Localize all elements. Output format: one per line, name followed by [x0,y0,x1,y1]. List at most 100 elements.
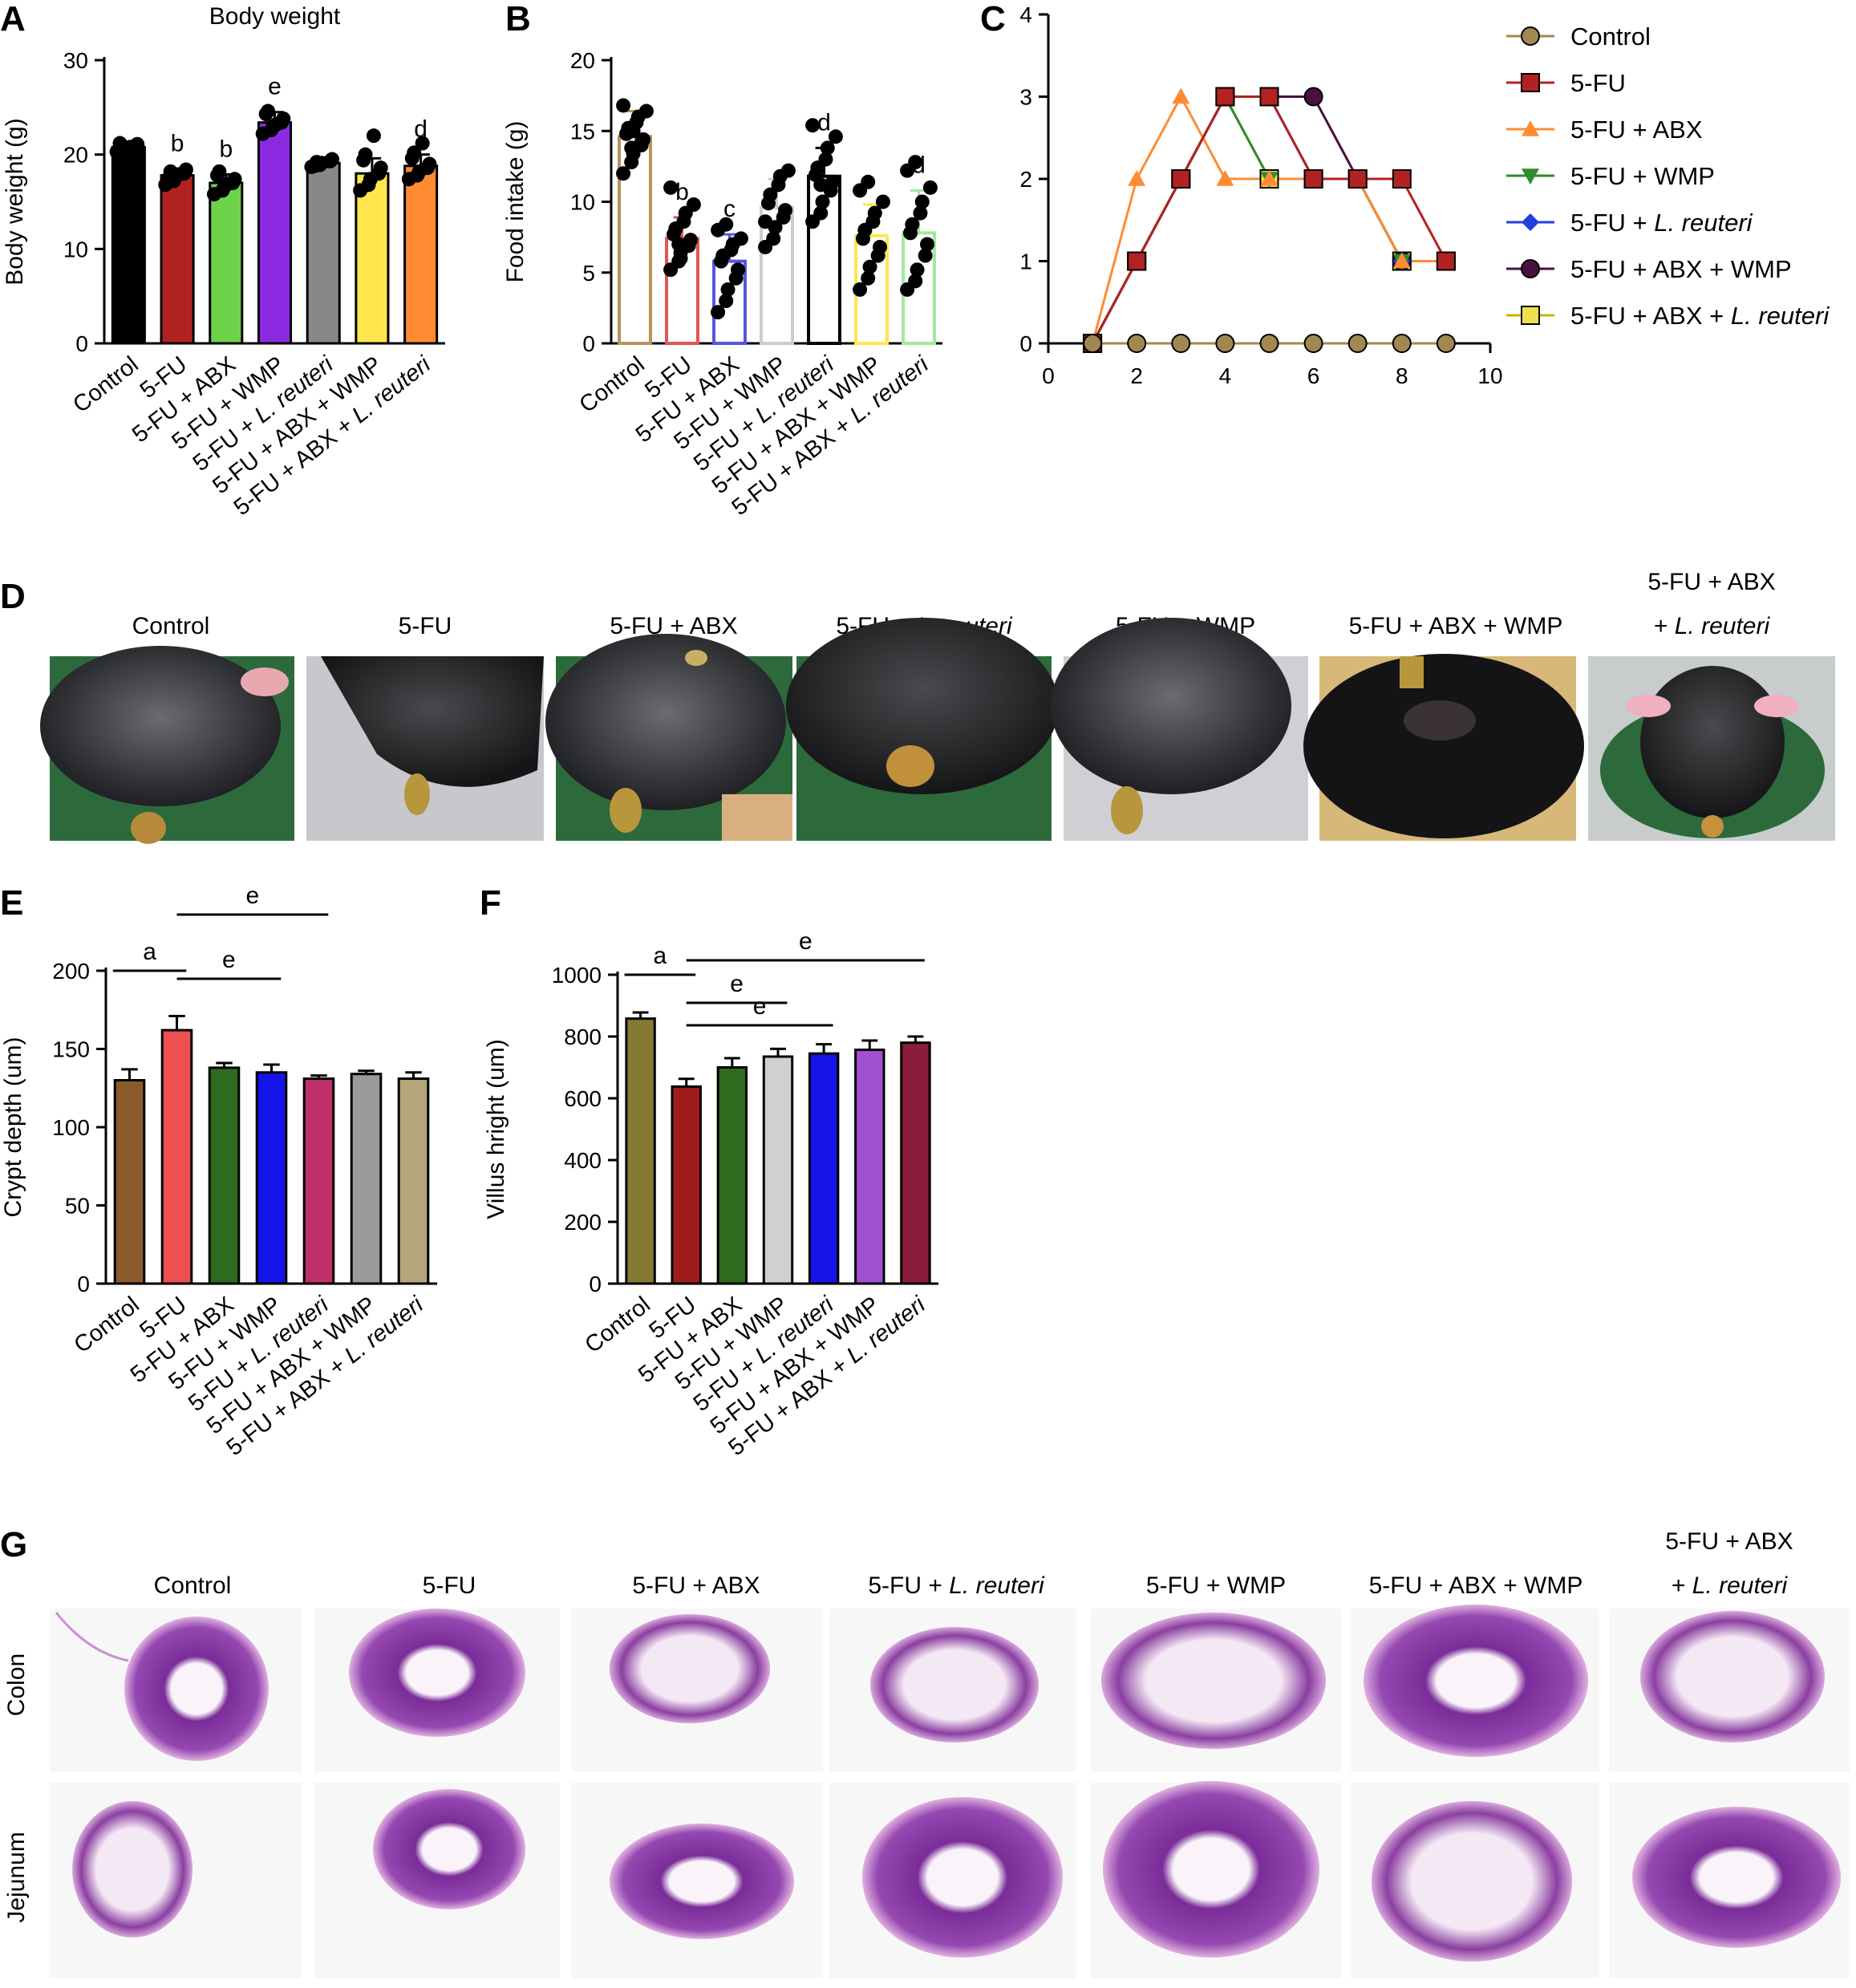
data-point [673,251,688,266]
y-tick-label: 0 [77,1272,90,1296]
data-point [638,103,654,119]
y-axis-label: Crypt depth (um) [0,1037,26,1217]
y-tick-label: 10 [63,237,88,262]
histology-grid [50,1605,1850,1978]
bar [808,1052,840,1285]
data-point [861,270,876,286]
data-point [805,118,821,133]
data-point [1347,169,1368,189]
y-tick-label: 200 [52,959,90,984]
data-point [1521,26,1540,46]
x-tick-label: 6 [1307,363,1320,388]
panel-letter-g: G [0,1525,27,1564]
data-point [269,117,284,132]
x-tick-label: 0 [1042,363,1055,388]
data-point [1436,251,1456,271]
group-label: 5-FU + L. reuteri [868,1572,1045,1599]
group-label: 5-FU [423,1572,476,1599]
y-tick-label: 20 [570,48,595,73]
bar [302,1077,335,1285]
significance-label: e [799,928,813,955]
data-point [813,205,829,221]
panel-letter-a: A [0,0,26,39]
jejunum-5fu-wmp [1091,1781,1341,1978]
data-point [720,282,736,297]
significance-letter: b [219,136,233,162]
jejunum-5fu-abx [571,1783,823,1978]
data-point [212,164,227,179]
x-tick-label: 10 [1477,363,1502,388]
row-label-colon: Colon [3,1653,30,1716]
y-tick-label: 0 [589,1272,602,1296]
data-point [1522,120,1539,136]
x-tick-label: 4 [1219,363,1232,388]
legend-label: Control [1570,22,1651,51]
data-point [616,98,631,113]
data-point [862,259,877,274]
bar [900,1041,931,1285]
group-label: Control [154,1572,232,1599]
series-line [1091,95,1446,344]
data-point [358,147,373,162]
legend-label: 5-FU + L. reuteri [1570,209,1753,237]
data-point [1303,334,1323,353]
data-point [1347,334,1368,353]
group-label: + L. reuteri [1672,1572,1789,1599]
y-axis-label: Villus hright (um) [483,1039,509,1219]
group-label-line1: 5-FU + ABX [1647,569,1775,595]
significance-label: a [654,943,667,969]
photo-5fu [306,656,544,841]
colon-5fu-l-reuteri [829,1609,1076,1772]
jejunum-5fu-abx-l-reuteri [1609,1783,1850,1978]
series-line [1091,94,1446,344]
y-tick-label: 50 [65,1194,90,1219]
panel-letter-d: D [0,577,26,616]
photo-control [40,646,294,844]
bar [160,174,195,345]
y-tick-label: 20 [63,143,88,168]
row-label-jejunum: Jejunum [3,1832,30,1922]
data-point [1436,334,1456,353]
series-line [1091,95,1448,344]
y-tick-label: 4 [1019,2,1032,27]
data-point [918,248,933,263]
data-point [914,194,930,209]
data-point [1522,213,1539,231]
x-tick-label: 2 [1130,363,1143,388]
data-point [910,262,925,278]
data-point [686,197,701,213]
data-point [905,217,920,232]
data-point [616,166,631,181]
significance-label: a [143,939,156,965]
y-axis-label: Body weight (g) [2,118,28,285]
data-point [634,135,649,150]
category-label: Control [68,351,143,418]
y-tick-label: 600 [564,1086,602,1111]
significance-letter: c [723,196,736,222]
data-point [1260,170,1279,186]
bar [113,1079,146,1285]
bar [209,181,244,345]
bar [762,1055,794,1285]
data-point [778,203,793,218]
data-point [261,103,276,119]
data-point [1128,170,1146,186]
jejunum-5fu [314,1783,560,1978]
data-point [1392,169,1412,189]
category-label: Control [581,1292,655,1358]
bar [257,121,293,345]
data-point [719,217,734,232]
group-label: 5-FU + ABX + WMP [1369,1572,1583,1599]
jejunum-5fu-l-reuteri [829,1783,1076,1978]
category-label: Control [69,1292,144,1358]
data-point [875,194,890,209]
data-point [853,282,868,297]
bar [671,1085,702,1285]
bar [208,1066,241,1285]
y-tick-label: 150 [52,1037,90,1062]
significance-letter: e [268,74,282,100]
data-point [758,214,773,229]
bar [160,1028,193,1285]
